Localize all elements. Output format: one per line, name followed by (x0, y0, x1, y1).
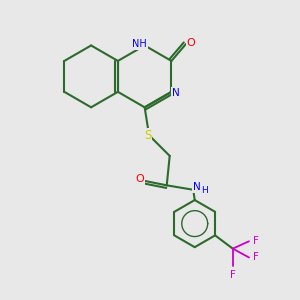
Text: H: H (201, 186, 208, 195)
Text: O: O (135, 174, 144, 184)
Text: S: S (144, 129, 151, 142)
Text: NH: NH (132, 39, 147, 49)
Text: F: F (253, 236, 258, 246)
Text: F: F (253, 253, 258, 262)
Text: N: N (172, 88, 180, 98)
Text: F: F (230, 270, 236, 280)
Text: N: N (193, 182, 201, 192)
Text: O: O (187, 38, 196, 48)
